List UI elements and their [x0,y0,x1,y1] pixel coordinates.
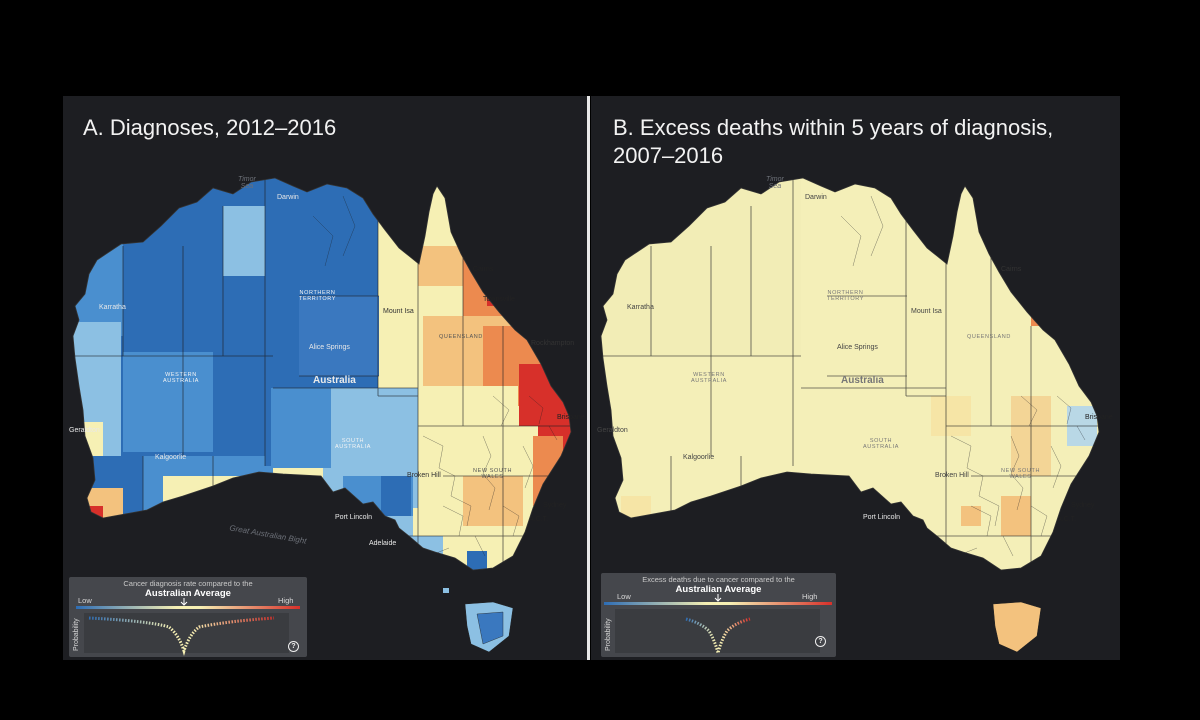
legend-caption: Excess deaths due to cancer compared to … [642,575,795,584]
timor-sea-label: Timor Sea [766,176,784,190]
nsw-label: NEW SOUTH WALES [473,468,513,480]
help-icon[interactable]: ? [815,636,826,647]
coastline-a [72,177,572,571]
qld-townsville-region[interactable] [463,246,503,316]
broken-hill-label: Broken Hill [935,472,969,479]
diagnoses-map[interactable] [63,96,587,660]
legend-diagnoses: Cancer diagnosis rate compared to the Au… [69,577,307,657]
port-lincoln-label: Port Lincoln [863,514,900,521]
townsville-label: Townsville [483,296,515,303]
wa-central-region[interactable] [123,352,213,452]
sydney-label: Sydney [543,502,567,509]
legend-low-label: Low [617,592,631,601]
rockhampton-label: Rockhampton [531,340,575,347]
legend-high-label: High [278,596,294,605]
wa-esperance-region[interactable] [163,476,273,526]
geraldton-label: Geraldton [597,427,628,434]
legend-average-arrow [180,598,188,606]
kalgoorlie-label: Kalgoorlie [155,454,187,461]
legend-distribution-chart [604,594,832,654]
legend-excess-deaths: Excess deaths due to cancer compared to … [601,573,836,657]
mainland-regions [73,156,571,571]
brisbane-label: Brisbane [1085,414,1113,421]
cairns-label: Cairns [473,266,494,273]
sa-spencer-region[interactable] [381,476,411,516]
adelaide-label: Adelaide [369,540,397,547]
wa-perth-metro-region[interactable] [83,506,103,526]
northern-territory-label: NORTHERN TERRITORY [299,290,336,302]
nsw-central-region[interactable] [463,476,523,526]
northern-territory-label: NORTHERN TERRITORY [827,290,864,302]
mount-isa-label: Mount Isa [383,308,414,315]
legend-color-ramp [604,602,832,605]
legend-average-label: Australian Average [145,588,231,599]
western-australia-label: WESTERN AUSTRALIA [163,372,199,384]
legend-color-ramp [76,606,300,609]
qld-west-region[interactable] [931,396,971,436]
vic-north-region[interactable] [961,506,981,526]
legend-probability-axis: Probability [605,618,612,651]
australia-label: Australia [841,375,884,386]
legend-low-label: Low [78,596,92,605]
sydney-label: Sydney [1071,502,1095,509]
legend-average-arrow [714,594,722,602]
cairns-label: Cairns [1001,266,1022,273]
help-icon[interactable]: ? [288,641,299,652]
coastline-b [600,177,1100,571]
legend-probability-curve [685,617,751,654]
alice-springs-label: Alice Springs [837,344,878,351]
queensland-label: QUEENSLAND [439,334,483,340]
alice-springs-label: Alice Springs [309,344,350,351]
south-australia-label: SOUTH AUSTRALIA [335,438,371,450]
south-australia-label: SOUTH AUSTRALIA [863,438,899,450]
legend-high-label: High [802,592,818,601]
nsw-southwest-region[interactable] [1001,496,1031,536]
excess-deaths-map[interactable] [591,96,1120,660]
legend-probability-curve [88,616,275,657]
nsw-label: NEW SOUTH WALES [1001,468,1041,480]
australia-label: Australia [313,375,356,386]
panel-divider [587,96,590,660]
darwin-label: Darwin [805,194,827,201]
kalgoorlie-label: Kalgoorlie [683,454,715,461]
tasmania-west-region[interactable] [476,611,504,645]
panel-diagnoses: A. Diagnoses, 2012–2016 Timor Sea Darwin… [63,96,587,660]
karratha-label: Karratha [99,304,126,311]
brisbane-label: Brisbane [557,414,585,421]
legend-distribution-chart [76,598,300,657]
vic-melbourne-region[interactable] [467,551,487,571]
act-label: A.C.T. [1057,516,1077,523]
nsw-north-coast-region[interactable] [533,436,563,506]
legend-caption: Cancer diagnosis rate compared to the [123,579,253,588]
panel-b-title: B. Excess deaths within 5 years of diagn… [613,115,1054,168]
port-lincoln-label: Port Lincoln [335,514,372,521]
queensland-label: QUEENSLAND [967,334,1011,340]
qld-southwest-region[interactable] [418,386,518,426]
qld-townsville-region[interactable] [1031,296,1051,326]
western-australia-label: WESTERN AUSTRALIA [691,372,727,384]
darwin-label: Darwin [277,194,299,201]
karratha-label: Karratha [627,304,654,311]
qld-gulf-region[interactable] [378,156,448,256]
panel-a-title: A. Diagnoses, 2012–2016 [83,115,337,140]
timor-sea-label: Timor Sea [238,176,256,190]
act-label: A.C.T. [529,516,549,523]
broken-hill-label: Broken Hill [407,472,441,479]
legend-probability-axis: Probability [73,618,80,651]
kangaroo-island[interactable] [443,588,449,593]
tasmania-region[interactable] [992,601,1042,653]
legend-average-label: Australian Average [675,584,762,595]
wa-goldfields-region[interactable] [143,456,273,526]
geraldton-label: Geraldton [69,427,100,434]
nt-alice-region[interactable] [299,296,379,376]
wa-perth-region[interactable] [621,496,651,526]
panel-excess-deaths: B. Excess deaths within 5 years of diagn… [591,96,1120,660]
mount-isa-label: Mount Isa [911,308,942,315]
sa-west-region[interactable] [271,388,331,468]
